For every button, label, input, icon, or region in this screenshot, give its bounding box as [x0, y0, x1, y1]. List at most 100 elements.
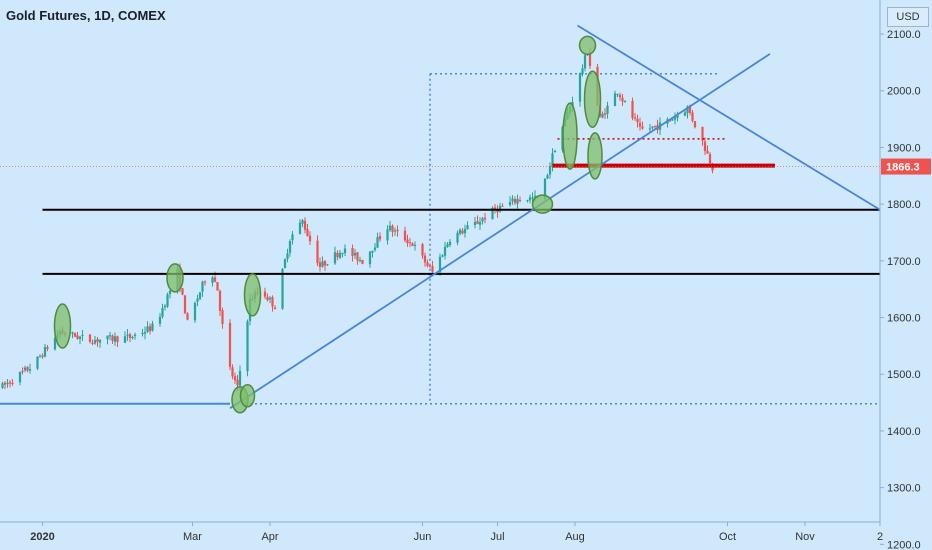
candle-2020-03-19 [236, 379, 239, 386]
current-price-text: 1866.3 [886, 162, 920, 174]
candle-2020-01-15 [76, 335, 79, 339]
candle-2020-02-12 [146, 326, 149, 332]
candle-2020-09-16 [688, 105, 692, 113]
candle-2020-09-23 [706, 150, 709, 154]
time-tick-2: Apr [261, 531, 278, 543]
time-tick-3: Jun [414, 531, 432, 543]
candle-2020-04-01 [268, 297, 272, 300]
candle-2020-03-04 [198, 292, 202, 299]
candle-2020-02-20 [166, 294, 169, 307]
currency-button[interactable]: USD [887, 7, 929, 27]
candle-2020-08-17 [613, 93, 617, 107]
candle-2020-07-08 [513, 199, 517, 203]
candle-2020-06-02 [423, 255, 427, 263]
candle-2020-07-10 [518, 199, 522, 201]
candle-2020-08-03 [578, 73, 582, 102]
candle-2020-03-10 [213, 277, 217, 282]
candle-2020-02-26 [181, 288, 184, 295]
price-tick-9: 1200.0 [887, 539, 921, 550]
candle-2020-08-27 [638, 122, 642, 127]
candle-2020-04-08 [286, 253, 289, 259]
candle-2020-02-13 [148, 326, 152, 332]
candle-2020-04-06 [281, 269, 284, 309]
candle-2020-03-31 [266, 296, 269, 301]
candle-2019-12-20 [11, 383, 14, 385]
candle-2019-12-17 [3, 382, 7, 385]
candle-2020-01-06 [53, 337, 57, 350]
candle-2020-04-09 [288, 241, 292, 253]
candle-2020-03-05 [201, 281, 204, 292]
time-tick-0: 2020 [30, 531, 54, 543]
candle-2020-05-11 [368, 251, 372, 265]
candle-2020-02-27 [183, 295, 187, 314]
candle-2020-04-30 [341, 253, 344, 255]
candle-2020-08-07 [588, 53, 592, 66]
candle-2020-01-31 [116, 336, 119, 342]
chart-title: Gold Futures, 1D, COMEX [6, 8, 166, 23]
candle-2020-04-22 [321, 261, 324, 267]
candle-2020-06-05 [431, 266, 434, 272]
price-tick-1: 2000.0 [887, 86, 921, 98]
price-tick-2: 1900.0 [887, 142, 921, 154]
candle-2020-06-17 [461, 230, 464, 234]
current-price-badge [881, 158, 931, 175]
candle-2020-01-27 [106, 335, 109, 340]
candle-2019-12-18 [6, 382, 9, 385]
price-tick-8: 1300.0 [887, 483, 921, 495]
candle-2020-04-03 [273, 307, 277, 310]
candle-2020-07-03 [501, 205, 504, 207]
candle-2020-09-15 [686, 106, 689, 113]
candle-2020-01-24 [98, 339, 102, 343]
price-tick-0: 2100.0 [887, 29, 921, 41]
candle-2020-05-18 [386, 229, 389, 241]
candle-2020-01-17 [81, 334, 84, 336]
candle-2020-05-29 [413, 244, 417, 246]
candle-2020-05-14 [376, 237, 379, 248]
price-axis[interactable]: 2100.0 2000.0 1900.0 1800.0 1700.0 1600.0 1500… [880, 29, 921, 550]
candle-2020-03-13 [221, 310, 224, 324]
candle-2020-06-08 [438, 256, 442, 273]
candle-2020-02-07 [133, 334, 137, 337]
candle-2020-07-22 [548, 165, 552, 175]
candle-2020-05-27 [408, 242, 412, 244]
trend-line-0 [229, 53, 771, 409]
candle-2020-04-13 [298, 222, 302, 234]
highlight-ellipse-3 [239, 384, 256, 408]
candle-2020-06-30 [493, 207, 497, 210]
candle-2019-12-30 [36, 356, 39, 369]
candle-2020-05-15 [378, 236, 382, 240]
candle-2020-06-24 [478, 221, 482, 225]
candle-2020-05-26 [406, 239, 409, 244]
candle-2020-06-12 [448, 241, 452, 245]
time-axis[interactable]: 2020 Mar Apr Jun Jul Aug Oct Nov 2 [30, 522, 883, 543]
candle-2020-01-14 [73, 333, 77, 337]
highlight-ellipse-1 [166, 263, 184, 293]
time-tick-6: Oct [719, 531, 736, 543]
candle-2019-12-24 [21, 371, 24, 373]
candle-2020-03-20 [238, 370, 242, 386]
candle-2020-05-04 [351, 248, 354, 257]
price-tick-3: 1800.0 [887, 199, 921, 211]
candle-2020-03-12 [218, 290, 222, 311]
candle-2020-01-21 [91, 342, 94, 344]
candle-2020-06-23 [476, 221, 479, 224]
candle-2020-06-09 [441, 255, 444, 257]
candle-2020-03-18 [233, 376, 237, 381]
highlight-ellipse-4 [243, 273, 262, 317]
candle-2020-08-13 [603, 113, 607, 115]
highlight-ellipse-7 [578, 35, 597, 56]
candle-2020-04-10 [291, 234, 294, 241]
price-tick-7: 1400.0 [887, 426, 921, 438]
candle-2020-06-10 [443, 246, 447, 256]
candle-2020-06-25 [481, 218, 484, 222]
candle-2020-07-20 [543, 178, 547, 199]
candle-2020-02-11 [143, 332, 147, 334]
time-tick-7: Nov [795, 531, 815, 543]
highlight-ellipse-6 [562, 102, 578, 170]
candle-2020-01-30 [113, 336, 117, 342]
candle-2020-02-14 [151, 323, 154, 331]
candle-2020-05-20 [391, 225, 394, 232]
candle-2020-04-23 [323, 260, 327, 266]
candle-2019-12-26 [26, 366, 29, 371]
